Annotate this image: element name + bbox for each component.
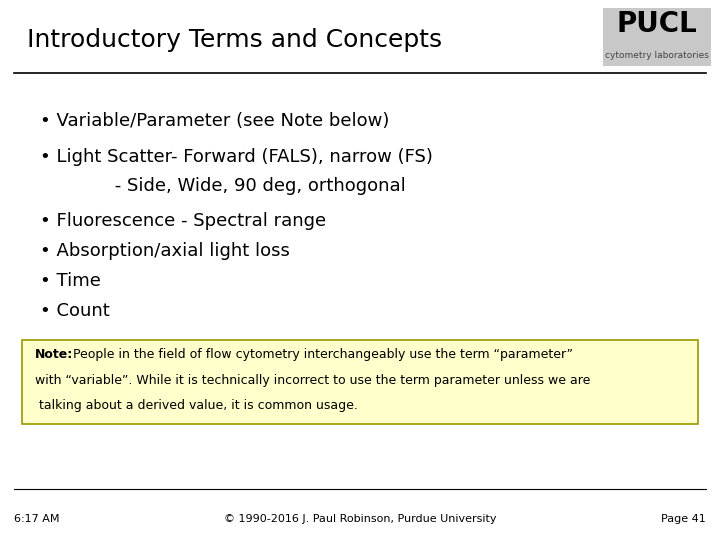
Text: - Side, Wide, 90 deg, orthogonal: - Side, Wide, 90 deg, orthogonal (40, 177, 405, 195)
Text: • Light Scatter- Forward (FALS), narrow (FS): • Light Scatter- Forward (FALS), narrow … (40, 147, 433, 166)
Bar (603, 8, 711, 66)
Text: • Count: • Count (40, 301, 109, 320)
Text: PUCL: PUCL (617, 10, 698, 38)
Text: © 1990-2016 J. Paul Robinson, Purdue University: © 1990-2016 J. Paul Robinson, Purdue Uni… (224, 514, 496, 524)
Text: with “variable”. While it is technically incorrect to use the term parameter unl: with “variable”. While it is technically… (35, 374, 590, 387)
Text: • Fluorescence - Spectral range: • Fluorescence - Spectral range (40, 212, 325, 231)
Text: Note:: Note: (35, 348, 73, 361)
Text: • Time: • Time (40, 272, 101, 290)
Text: 6:17 AM: 6:17 AM (14, 514, 60, 524)
Text: People in the field of flow cytometry interchangeably use the term “parameter”: People in the field of flow cytometry in… (69, 348, 573, 361)
Text: Introductory Terms and Concepts: Introductory Terms and Concepts (27, 28, 443, 52)
Bar (22, 340, 698, 424)
Text: Page 41: Page 41 (661, 514, 706, 524)
Text: • Absorption/axial light loss: • Absorption/axial light loss (40, 242, 289, 260)
Text: cytometry laboratories: cytometry laboratories (606, 51, 709, 60)
Text: talking about a derived value, it is common usage.: talking about a derived value, it is com… (35, 399, 357, 411)
Text: • Variable/Parameter (see Note below): • Variable/Parameter (see Note below) (40, 112, 389, 131)
